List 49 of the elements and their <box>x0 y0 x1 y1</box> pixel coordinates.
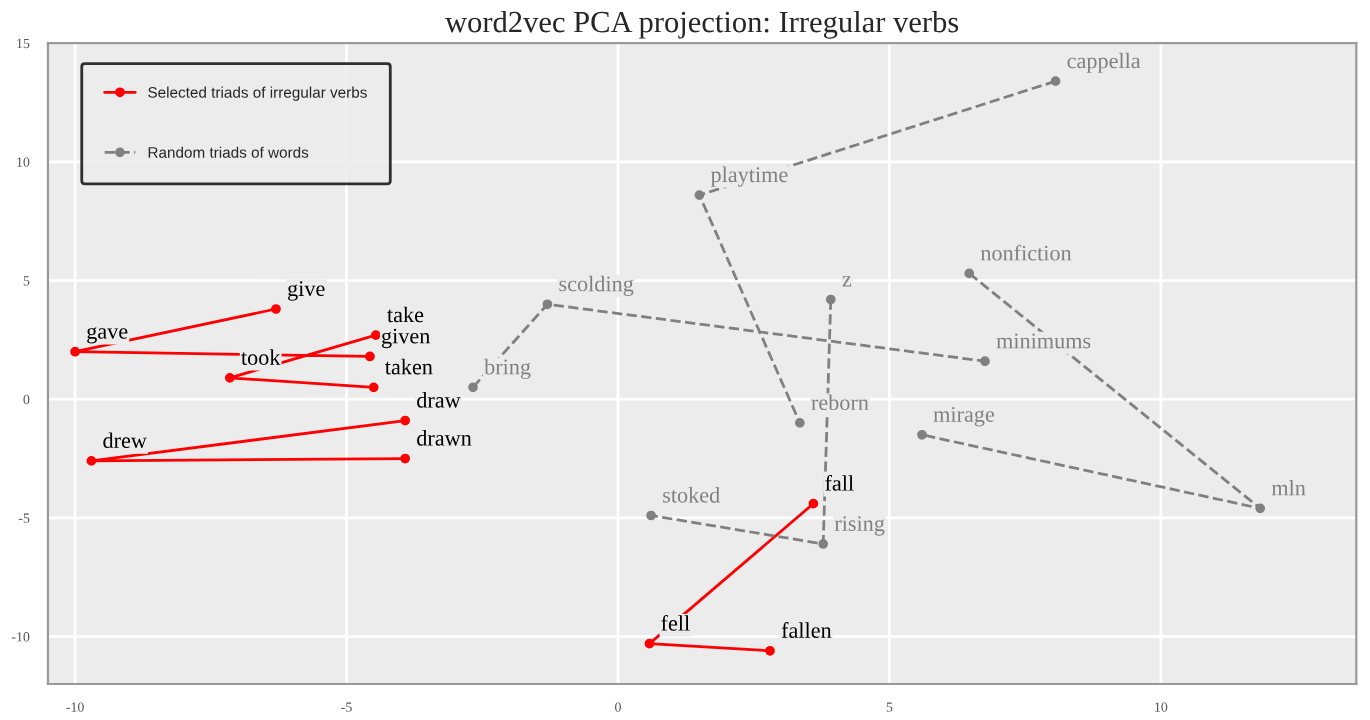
chart-title: word2vec PCA projection: Irregular verbs <box>445 10 959 39</box>
point <box>917 429 927 440</box>
data-label: reborn <box>811 394 869 411</box>
data-label: take <box>387 306 424 323</box>
point <box>964 268 975 279</box>
point <box>1050 76 1061 87</box>
point <box>765 645 775 656</box>
point <box>808 498 819 509</box>
point <box>794 418 805 428</box>
point <box>468 382 478 393</box>
point <box>400 453 411 464</box>
point <box>400 415 411 426</box>
point <box>644 638 655 649</box>
data-label: bring <box>484 358 531 379</box>
point <box>365 351 375 362</box>
data-label: given <box>381 328 431 349</box>
data-label: stoked <box>663 487 720 503</box>
point <box>825 294 836 305</box>
point <box>980 356 990 367</box>
data-label: mln <box>1271 479 1306 496</box>
point <box>271 304 281 314</box>
data-label: give <box>288 281 325 301</box>
data-label: fell <box>661 614 690 631</box>
point <box>370 330 381 340</box>
data-label: z <box>842 276 852 287</box>
data-label: fallen <box>781 622 832 638</box>
data-label: scolding <box>559 275 634 296</box>
point <box>1255 503 1266 514</box>
point <box>70 346 80 357</box>
data-label: fall <box>825 474 854 491</box>
point <box>646 510 656 521</box>
data-label: mirage <box>933 406 995 427</box>
data-label: draw <box>417 392 461 408</box>
point <box>86 456 97 466</box>
data-label: drawn <box>417 430 472 446</box>
data-label: minimums <box>996 333 1091 349</box>
data-label: cappella <box>1067 52 1141 73</box>
data-label: drew <box>103 432 147 449</box>
data-label: taken <box>385 358 433 375</box>
data-label: nonfiction <box>980 244 1072 261</box>
point <box>542 299 553 310</box>
data-label: gave <box>87 327 128 344</box>
point <box>224 372 235 383</box>
data-label: rising <box>834 516 885 536</box>
point <box>694 190 705 200</box>
point <box>368 382 379 393</box>
data-label: playtime <box>710 166 788 187</box>
point <box>818 539 829 549</box>
data-label: took <box>241 349 281 365</box>
